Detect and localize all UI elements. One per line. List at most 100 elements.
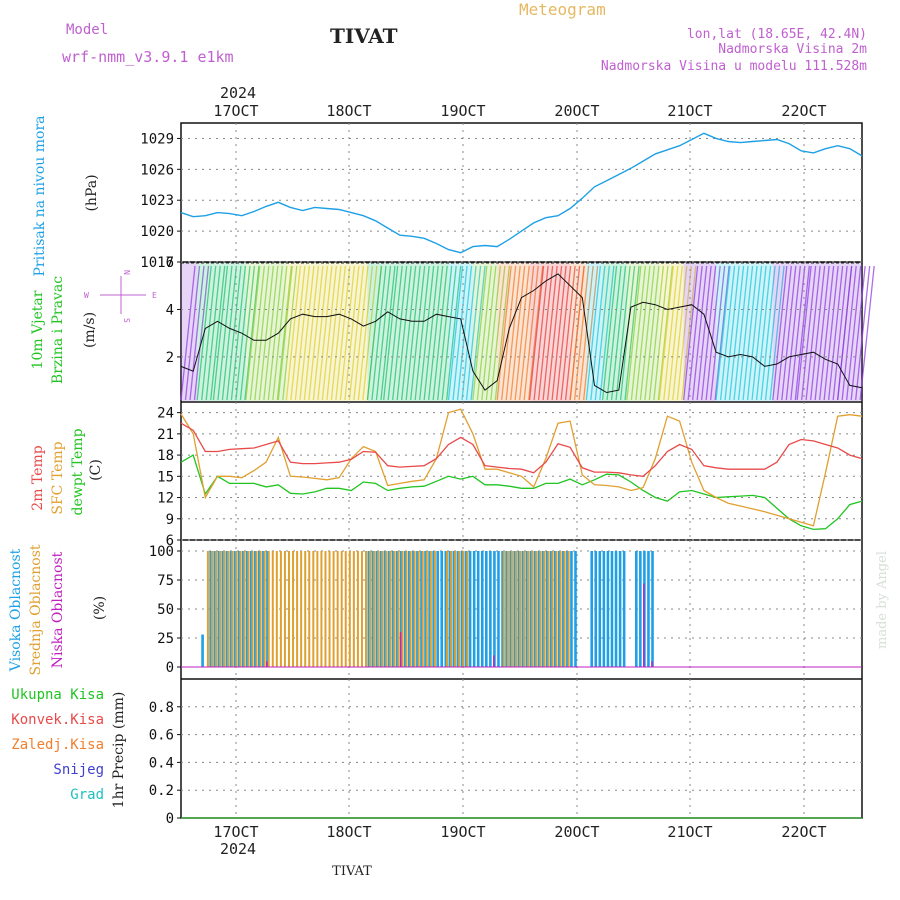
cloud-bar — [408, 551, 411, 667]
cloud-bar — [510, 551, 513, 667]
y-tick-label: 1023 — [140, 193, 174, 209]
wind-barb — [276, 265, 293, 401]
cloud-bar — [606, 551, 610, 667]
cloud-bar — [563, 551, 566, 667]
precip-ylabel: 1hr Precip (mm) — [111, 692, 127, 809]
cloud-bar — [237, 551, 241, 667]
wind-barb — [705, 265, 721, 401]
cloud-bar — [296, 551, 299, 667]
cloud-bar — [247, 551, 250, 667]
cloud-bar — [639, 551, 642, 667]
cloud-bar — [259, 551, 262, 667]
wind-barb — [809, 265, 826, 401]
wind-ylabel-b: Brzina i Pravac — [50, 276, 66, 384]
cloud-bar — [348, 551, 351, 667]
footer-station: TIVAT — [332, 864, 372, 879]
wind-barb — [578, 265, 594, 401]
wind-barb — [626, 265, 642, 401]
wind-barb — [676, 265, 692, 401]
wind-barb — [441, 265, 457, 401]
sfc-temp-line — [180, 408, 863, 527]
wind-barb — [846, 265, 862, 401]
cloud-bar — [559, 551, 562, 667]
cloud-bar — [241, 551, 245, 667]
y-tick-label: 1029 — [140, 131, 174, 147]
top-day-label: 17OCT — [213, 102, 258, 120]
wind-barb — [594, 265, 611, 401]
cloud-bar — [485, 551, 488, 667]
wind-barb — [362, 265, 378, 401]
wind-barb — [419, 265, 435, 401]
wind-barb — [339, 265, 356, 401]
wind-barb — [277, 265, 293, 401]
cloud-bar — [429, 551, 432, 667]
legend-snijeg: Snijeg — [53, 762, 104, 778]
wind-barb — [452, 265, 468, 401]
cloud-bar — [446, 551, 449, 667]
wind-barb — [724, 265, 740, 401]
cloud-bar — [391, 551, 395, 667]
cloud-bar — [523, 551, 526, 667]
cloud-bar — [399, 551, 403, 667]
wind-barb — [244, 265, 260, 401]
cloud-bar — [456, 551, 460, 667]
cloud-bar — [387, 551, 391, 667]
pressure-ylabel: Pritisak na nivou mora — [32, 115, 48, 276]
cloud-bar — [440, 551, 444, 667]
wind-barb — [263, 265, 279, 401]
cloud-bar — [369, 551, 372, 667]
cloud-bar — [651, 551, 654, 667]
cloud-bar — [210, 551, 213, 667]
wind-barb — [528, 265, 545, 401]
precip-ticks: 0 0.2 0.4 0.6 0.8 — [149, 700, 181, 827]
precip-legend: Ukupna Kisa Konvek.Kisa Zaledj.Kisa Snij… — [11, 687, 104, 803]
top-year-label: 2024 — [220, 84, 256, 102]
cloud-bar — [562, 551, 565, 667]
plot-frame — [180, 122, 863, 819]
wind-barb — [437, 265, 453, 401]
cloud-bar — [513, 551, 516, 667]
cloud-bar — [267, 551, 270, 667]
wind-barb — [624, 265, 640, 401]
cloud-bar — [545, 551, 549, 667]
cloud-bar — [428, 551, 431, 667]
y-tick-label: 100 — [149, 544, 174, 560]
cloud-bar — [416, 551, 419, 667]
cloud-bar — [344, 551, 347, 667]
wind-grid — [181, 261, 862, 402]
pressure-line — [180, 132, 863, 254]
wind-barb — [383, 265, 399, 401]
wind-barb — [226, 265, 242, 401]
wind-barb — [465, 265, 482, 401]
cloud-ticks: 0 25 50 75 100 — [149, 544, 181, 676]
wind-barb — [728, 265, 745, 401]
compass-w: W — [84, 291, 89, 300]
cloud-bar — [458, 551, 461, 667]
wind-barb — [423, 265, 439, 401]
cloud-bar — [405, 551, 408, 667]
wind-barb — [546, 265, 563, 401]
cloud-bar — [594, 551, 598, 667]
legend-konvek-kisa: Konvek.Kisa — [11, 712, 104, 728]
cloud-bar — [320, 551, 323, 667]
wind-barb — [533, 265, 549, 401]
y-tick-label: 4 — [166, 302, 174, 318]
wind-barb — [644, 265, 660, 401]
y-tick-label: 12 — [157, 491, 174, 507]
wind-barb — [353, 265, 369, 401]
wind-barb — [348, 265, 365, 401]
cloud-bar — [412, 551, 415, 667]
model-altitude-text: Nadmorska Visina u modelu 111.528m — [601, 59, 867, 74]
cloud-bar — [432, 551, 435, 667]
cloud-bar — [537, 551, 541, 667]
wind-barb — [859, 265, 875, 401]
wind-barb — [832, 265, 848, 401]
wind-barb — [410, 265, 426, 401]
y-tick-label: 0 — [166, 811, 174, 827]
model-label: Model — [66, 22, 108, 38]
wind-barb — [514, 265, 530, 401]
cloud-bar — [249, 551, 253, 667]
cloud-bar — [279, 551, 282, 667]
cloud-bar — [251, 551, 254, 667]
pressure-grid — [181, 123, 862, 263]
